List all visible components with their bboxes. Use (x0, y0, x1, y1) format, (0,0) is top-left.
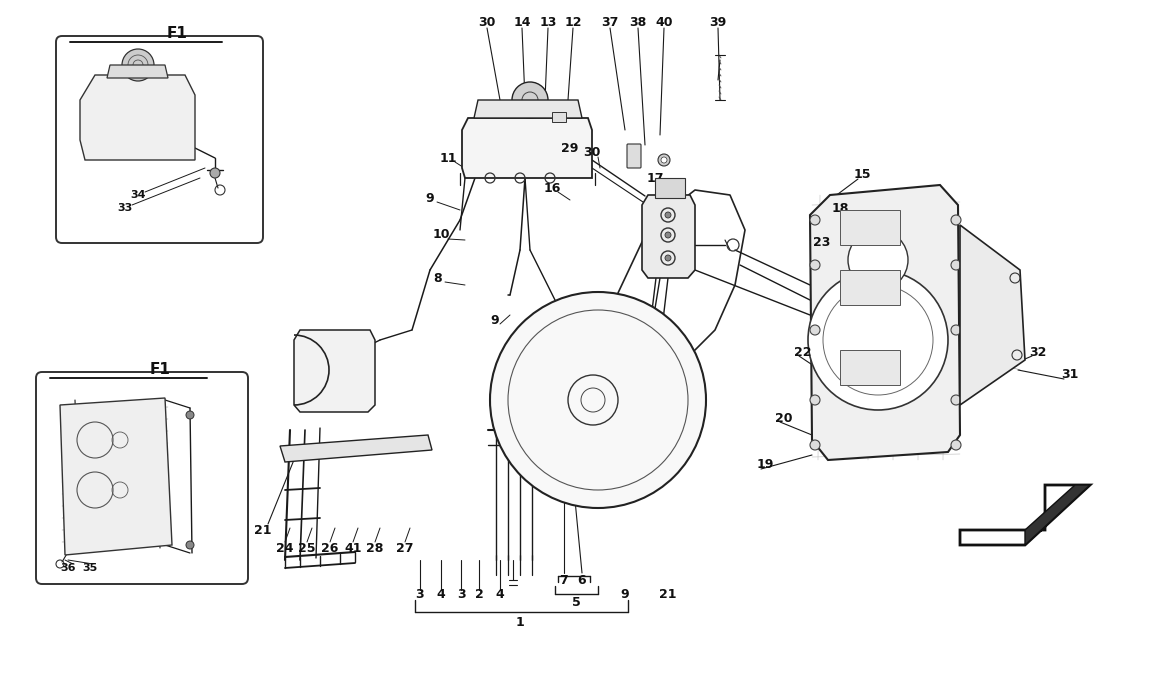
Circle shape (665, 255, 670, 261)
Circle shape (951, 440, 961, 450)
Text: 16: 16 (543, 182, 561, 195)
Polygon shape (60, 398, 172, 555)
Text: 4: 4 (437, 589, 445, 602)
Text: 9: 9 (621, 589, 629, 602)
Circle shape (665, 212, 670, 218)
Text: 18: 18 (831, 201, 849, 214)
Text: 24: 24 (276, 542, 293, 555)
Text: F1: F1 (167, 27, 187, 42)
Text: 34: 34 (130, 190, 146, 200)
Text: 8: 8 (434, 272, 443, 285)
Text: 10: 10 (432, 229, 450, 242)
FancyBboxPatch shape (627, 144, 641, 168)
Text: F1: F1 (150, 363, 170, 378)
Text: 5: 5 (572, 596, 581, 609)
Circle shape (658, 154, 670, 166)
Text: 2: 2 (475, 589, 483, 602)
Text: 23: 23 (813, 236, 830, 249)
Polygon shape (474, 100, 582, 118)
Polygon shape (462, 118, 592, 178)
Text: 37: 37 (601, 16, 619, 29)
Text: 22: 22 (795, 346, 812, 359)
Text: 28: 28 (367, 542, 384, 555)
Text: 14: 14 (513, 16, 531, 29)
Text: 20: 20 (775, 411, 792, 425)
Text: 6: 6 (577, 574, 586, 587)
FancyBboxPatch shape (840, 210, 900, 245)
Polygon shape (107, 65, 168, 78)
Text: 19: 19 (757, 458, 774, 471)
Text: 3: 3 (415, 589, 424, 602)
Text: 33: 33 (117, 203, 132, 213)
FancyBboxPatch shape (56, 36, 263, 243)
Text: 40: 40 (656, 16, 673, 29)
Circle shape (810, 215, 820, 225)
FancyBboxPatch shape (840, 350, 900, 385)
Text: 12: 12 (565, 16, 582, 29)
Text: 32: 32 (1029, 346, 1046, 359)
Text: 4: 4 (496, 589, 505, 602)
Circle shape (810, 260, 820, 270)
Circle shape (810, 325, 820, 335)
Circle shape (661, 157, 667, 163)
Circle shape (490, 292, 706, 508)
Polygon shape (81, 75, 196, 160)
Circle shape (512, 82, 549, 118)
Text: 21: 21 (254, 523, 271, 537)
Polygon shape (279, 435, 432, 462)
Polygon shape (960, 485, 1090, 545)
Text: 27: 27 (397, 542, 414, 555)
FancyBboxPatch shape (656, 178, 685, 198)
Text: 30: 30 (478, 16, 496, 29)
Circle shape (122, 49, 154, 81)
Text: 25: 25 (298, 542, 316, 555)
Circle shape (665, 232, 670, 238)
Text: 39: 39 (710, 16, 727, 29)
Circle shape (210, 168, 220, 178)
Circle shape (951, 395, 961, 405)
Text: 17: 17 (646, 171, 664, 184)
Text: 30: 30 (583, 146, 600, 160)
FancyBboxPatch shape (840, 270, 900, 305)
Polygon shape (960, 225, 1025, 405)
Text: 13: 13 (539, 16, 557, 29)
Text: 31: 31 (1061, 369, 1079, 382)
Circle shape (186, 411, 194, 419)
Text: 15: 15 (853, 169, 871, 182)
Text: 36: 36 (60, 563, 76, 573)
Circle shape (951, 260, 961, 270)
Circle shape (848, 230, 908, 290)
Polygon shape (810, 185, 960, 460)
Polygon shape (642, 195, 695, 278)
Circle shape (808, 270, 948, 410)
Text: 9: 9 (426, 191, 435, 204)
Text: 38: 38 (629, 16, 646, 29)
Text: 1: 1 (515, 615, 524, 628)
Text: 11: 11 (439, 152, 457, 165)
Circle shape (951, 325, 961, 335)
Text: 26: 26 (321, 542, 339, 555)
Text: 35: 35 (83, 563, 98, 573)
Polygon shape (294, 330, 375, 412)
Text: 7: 7 (560, 574, 568, 587)
Circle shape (810, 395, 820, 405)
Circle shape (810, 440, 820, 450)
FancyBboxPatch shape (36, 372, 248, 584)
FancyBboxPatch shape (552, 112, 566, 122)
Text: 9: 9 (491, 313, 499, 326)
Circle shape (951, 215, 961, 225)
Text: 21: 21 (659, 589, 676, 602)
Text: 3: 3 (457, 589, 466, 602)
Text: 29: 29 (561, 141, 578, 154)
Polygon shape (1025, 485, 1090, 545)
Text: 41: 41 (344, 542, 362, 555)
Circle shape (186, 541, 194, 549)
